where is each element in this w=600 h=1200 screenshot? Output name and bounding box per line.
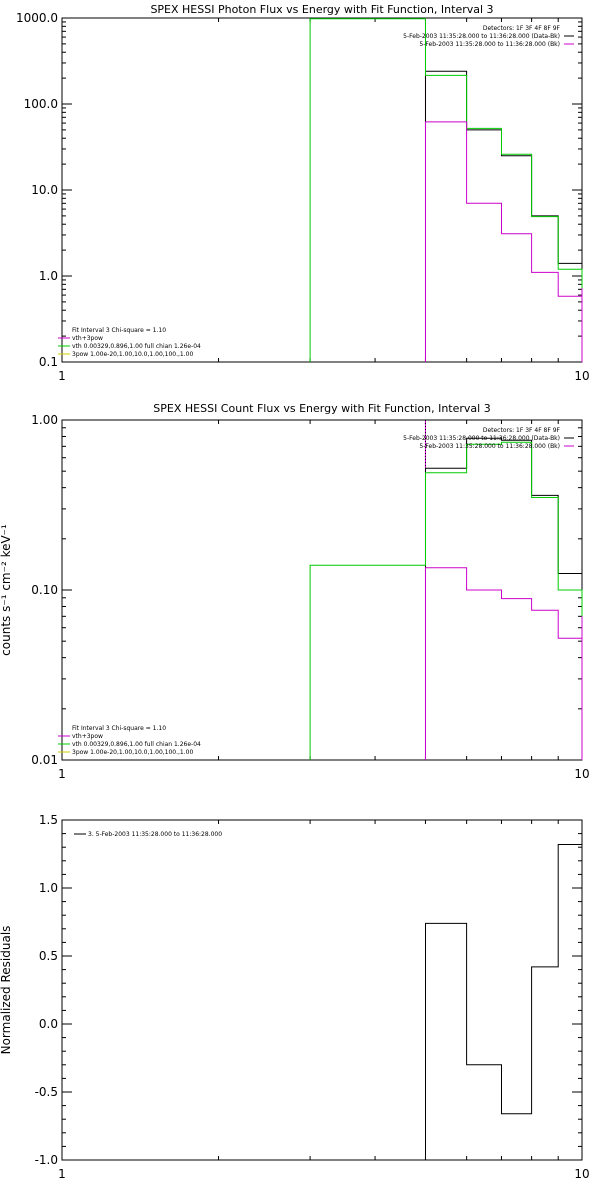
legend-entry: vth 0.00329,0.896,1.00 full chian 1.26e-…: [72, 741, 201, 748]
plot-frame: [61, 419, 583, 761]
y-tick-label: 0.5: [39, 949, 58, 963]
chart-panel-2: SPEX HESSI Count Flux vs Energy with Fit…: [0, 402, 590, 781]
series-step-line: [425, 121, 583, 362]
y-tick-label: 1.00: [31, 413, 58, 427]
plot-frame: [61, 17, 583, 363]
chart-title: SPEX HESSI Count Flux vs Energy with Fit…: [153, 402, 490, 415]
series-step-line: [425, 567, 583, 760]
legend-entry: 5-Feb-2003 11:35:28.000 to 11:36:28.000 …: [403, 33, 560, 40]
series-step-line: [425, 844, 583, 1160]
legend-entry: Detectors: 1F 3F 4F 8F 9F: [483, 427, 561, 434]
y-tick-label: 10.0: [31, 183, 58, 197]
plot-frame: [61, 819, 583, 1161]
legend-entry: Fit Interval 3 Chi-square = 1.10: [72, 327, 166, 334]
legend-entry: 3. 5-Feb-2003 11:35:28.000 to 11:36:28.0…: [88, 831, 222, 838]
y-tick-label: -1.0: [35, 1153, 58, 1167]
legend-entry: 5-Feb-2003 11:35:28.000 to 11:36:28.000 …: [419, 41, 560, 48]
x-tick-label: 10: [574, 369, 589, 383]
legend-entry: Detectors: 1F 3F 4F 8F 9F: [483, 25, 561, 32]
y-tick-label: 0.10: [31, 583, 58, 597]
y-tick-label: 0.0: [39, 1017, 58, 1031]
y-tick-label: 1.5: [39, 813, 58, 827]
y-axis-label: counts s⁻¹ cm⁻² keV⁻¹: [0, 524, 13, 656]
x-tick-label: 10: [574, 767, 589, 781]
series-step-line: [309, 441, 583, 760]
legend-entry: vth+3pow: [72, 733, 103, 740]
series-step-line: [425, 437, 583, 760]
legend-entry: 3pow 1.00e-20,1.00,10.0,1.00,100.,1.00: [72, 749, 193, 756]
y-tick-label: 1.0: [39, 269, 58, 283]
legend-entry: 5-Feb-2003 11:35:28.000 to 11:36:28.000 …: [419, 443, 560, 450]
y-tick-label: 1.0: [39, 881, 58, 895]
legend-entry: Fit Interval 3 Chi-square = 1.10: [72, 725, 166, 732]
chart-title: SPEX HESSI Photon Flux vs Energy with Fi…: [150, 3, 493, 16]
y-tick-label: 0.1: [39, 355, 58, 369]
x-tick-label: 10: [574, 1167, 589, 1181]
x-tick-label: 1: [58, 1167, 66, 1181]
y-tick-label: -0.5: [35, 1085, 58, 1099]
y-tick-label: 100.0: [24, 97, 58, 111]
chart-panel-3: Normalized Residuals 1 10 -1.0 -0.5 0.0 0.5 1.0…: [0, 813, 590, 1181]
chart-panel-1: SPEX HESSI Photon Flux vs Energy with Fi…: [16, 3, 590, 383]
x-tick-label: 1: [58, 767, 66, 781]
legend-entry: vth 0.00329,0.896,1.00 full chian 1.26e-…: [72, 343, 201, 350]
y-tick-label: 0.01: [31, 753, 58, 767]
legend-entry: 5-Feb-2003 11:35:28.000 to 11:36:28.000 …: [403, 435, 560, 442]
legend-entry: 3pow 1.00e-20,1.00,10.0,1.00,100.,1.00: [72, 351, 193, 358]
y-tick-label: 1000.0: [16, 11, 58, 25]
y-axis-label: Normalized Residuals: [0, 926, 13, 1055]
legend-entry: vth+3pow: [72, 335, 103, 342]
series-step-line: [309, 18, 583, 362]
x-tick-label: 1: [58, 369, 66, 383]
